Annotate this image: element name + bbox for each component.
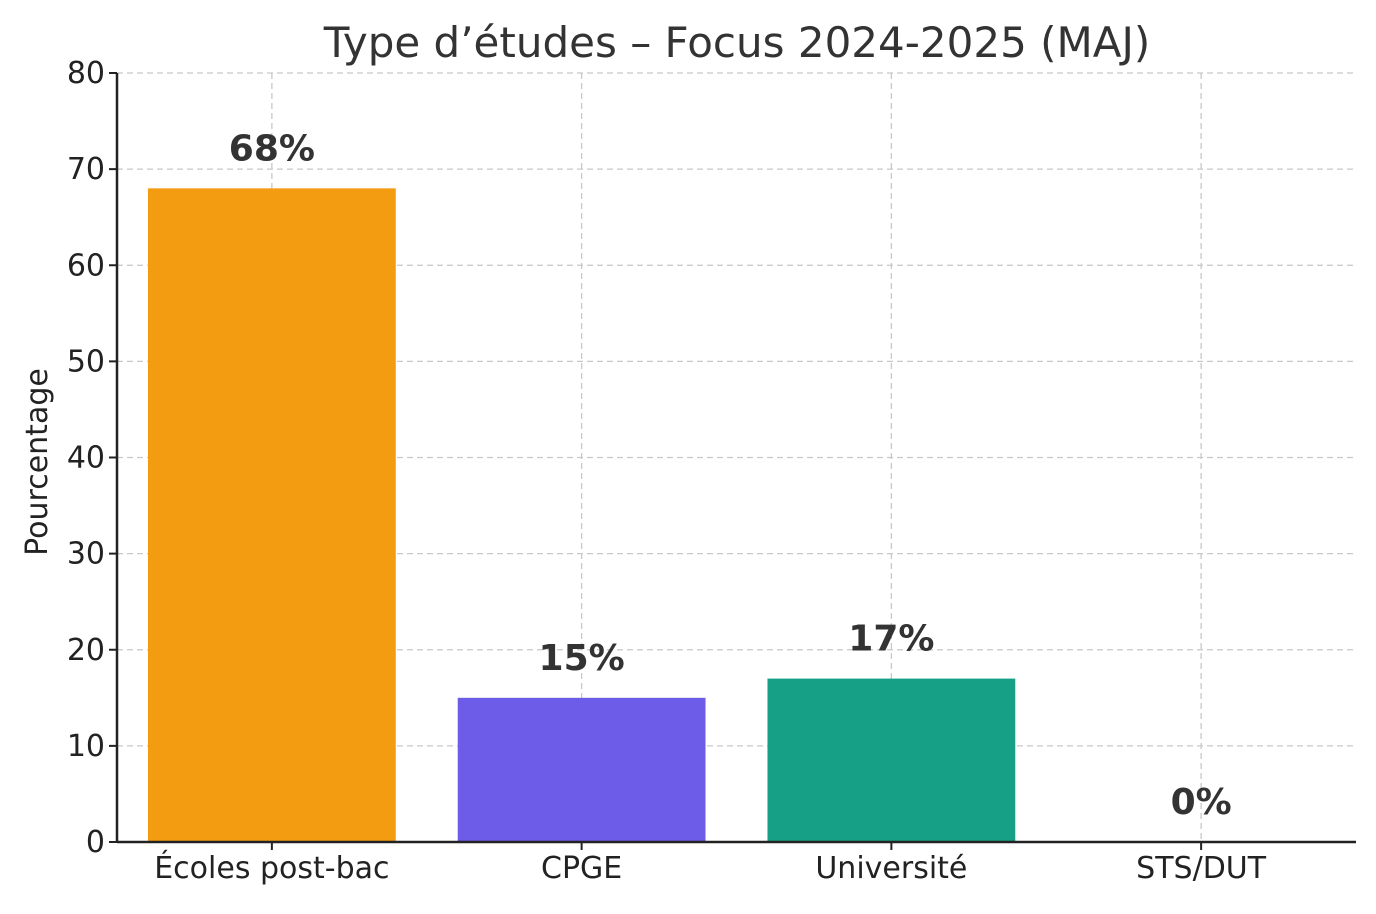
label-layer: 68% 15% 17% 0% (229, 128, 1232, 823)
y-tick-label: 60 (67, 248, 105, 283)
data-label: 68% (229, 128, 315, 169)
bar-2 (457, 697, 706, 842)
chart-title: Type d’études – Focus 2024-2025 (MAJ) (323, 18, 1151, 67)
data-label: 15% (539, 638, 625, 679)
y-tick-label: 10 (67, 729, 105, 764)
axis-layer: 0 10 20 30 40 50 60 70 80 Écoles post-bac CPGE Univ… (67, 56, 1356, 886)
x-tick-label: Écoles post-bac (154, 850, 389, 886)
y-tick-label: 20 (67, 633, 105, 668)
x-tick-label: CPGE (541, 851, 622, 886)
data-label: 17% (848, 619, 934, 660)
bar-1 (147, 188, 396, 843)
y-tick-label: 0 (86, 825, 105, 860)
bar-3 (767, 678, 1016, 842)
y-tick-label: 50 (67, 344, 105, 379)
data-label: 0% (1171, 782, 1232, 823)
x-tick-label: Université (815, 851, 967, 886)
y-tick-label: 80 (67, 56, 105, 91)
y-tick-label: 40 (67, 441, 105, 476)
y-tick-label: 70 (67, 152, 105, 187)
y-tick-label: 30 (67, 537, 105, 572)
bar-layer (147, 188, 1016, 843)
x-tick-label: STS/DUT (1136, 851, 1267, 886)
y-axis-label: Pourcentage (20, 368, 55, 556)
